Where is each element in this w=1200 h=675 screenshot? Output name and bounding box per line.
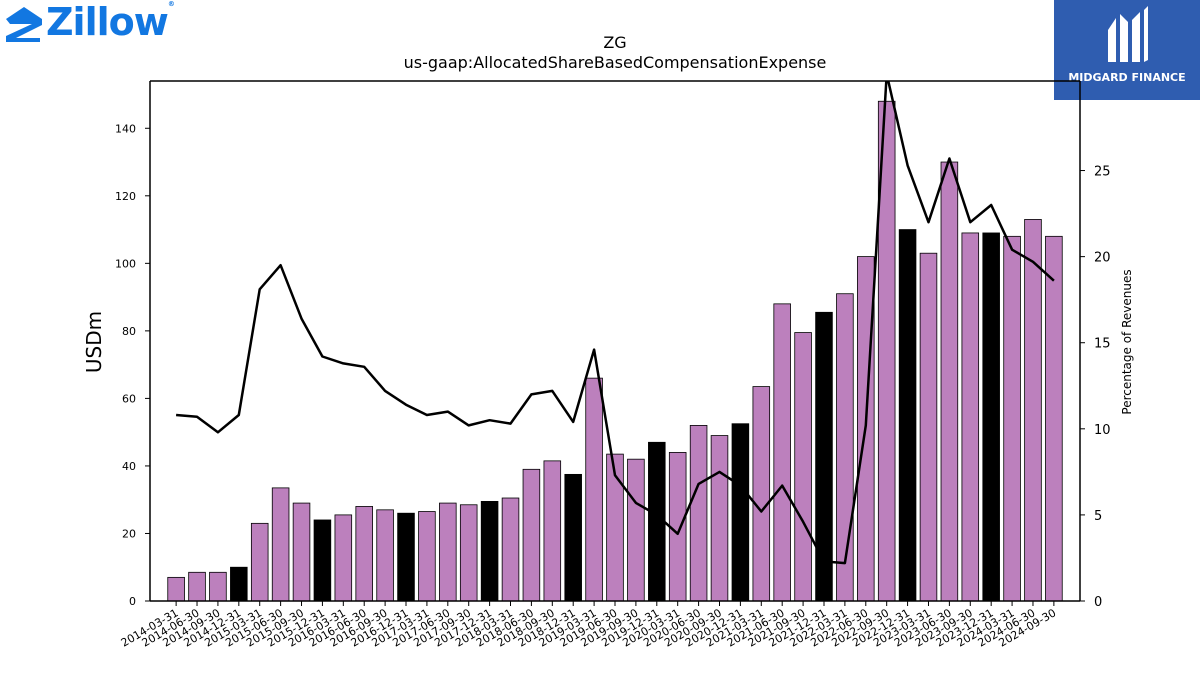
y2-tick-label: 10 — [1094, 423, 1111, 438]
midgard-m-icon — [1108, 6, 1148, 62]
zillow-house-icon — [6, 7, 42, 42]
zillow-logo: Zillow® — [4, 0, 180, 44]
bar — [689, 425, 708, 602]
y-tick-label: 40 — [122, 460, 136, 473]
bar — [501, 497, 520, 602]
chart-subtitle: us-gaap:AllocatedShareBasedCompensationE… — [404, 53, 827, 72]
bar — [668, 452, 687, 602]
bar — [1024, 219, 1042, 602]
midgard-finance-badge: MIDGARD FINANCE — [1054, 0, 1200, 100]
midgard-finance-label: MIDGARD FINANCE — [1068, 71, 1186, 84]
y-tick-label: 0 — [129, 595, 136, 608]
bar — [794, 332, 812, 602]
bar — [815, 311, 833, 602]
bar — [167, 576, 185, 602]
bar — [292, 502, 311, 602]
bar — [961, 232, 980, 602]
y-tick-label: 140 — [115, 122, 136, 135]
bar — [439, 502, 457, 602]
y-tick-label: 80 — [122, 325, 136, 338]
y-axis-label: USDm — [82, 311, 106, 373]
bar — [898, 229, 917, 602]
y2-tick-label: 25 — [1094, 165, 1111, 180]
y2-tick-label: 15 — [1094, 337, 1111, 352]
bar — [376, 509, 394, 602]
bar — [480, 500, 499, 602]
bar — [355, 506, 373, 602]
bar — [313, 519, 332, 602]
bar — [752, 386, 771, 602]
bar — [585, 377, 603, 602]
bar — [397, 512, 415, 602]
y-tick-label: 60 — [122, 392, 136, 405]
bar — [334, 514, 353, 602]
bar — [731, 423, 750, 602]
y2-tick-label: 5 — [1094, 509, 1102, 524]
y2-tick-label: 20 — [1094, 251, 1111, 266]
bar — [543, 460, 562, 602]
bar — [209, 571, 227, 602]
bar — [1045, 235, 1063, 602]
zillow-wordmark: Zillow® — [46, 0, 175, 44]
y2-axis-label: Percentage of Revenues — [1120, 269, 1134, 414]
bar — [773, 303, 791, 602]
bar — [564, 473, 582, 602]
bar — [919, 252, 938, 602]
bar — [250, 522, 269, 602]
bar — [271, 487, 290, 602]
bar — [188, 571, 206, 602]
y-tick-label: 120 — [115, 190, 136, 203]
bar — [710, 435, 729, 602]
y-tick-label: 100 — [115, 257, 136, 270]
chart-title: ZG — [603, 33, 626, 52]
bar — [982, 232, 1000, 602]
bar — [522, 468, 541, 602]
y2-tick-label: 0 — [1094, 595, 1102, 610]
bar — [230, 566, 248, 602]
bar — [627, 458, 645, 602]
bar — [1003, 235, 1021, 602]
bar — [940, 161, 959, 602]
percentage-line — [175, 81, 1055, 565]
plot-area: 02040608010012014005101520252014-03-3120… — [115, 80, 1111, 650]
bar — [459, 504, 478, 602]
y-tick-label: 20 — [122, 527, 136, 540]
bar — [418, 511, 436, 602]
